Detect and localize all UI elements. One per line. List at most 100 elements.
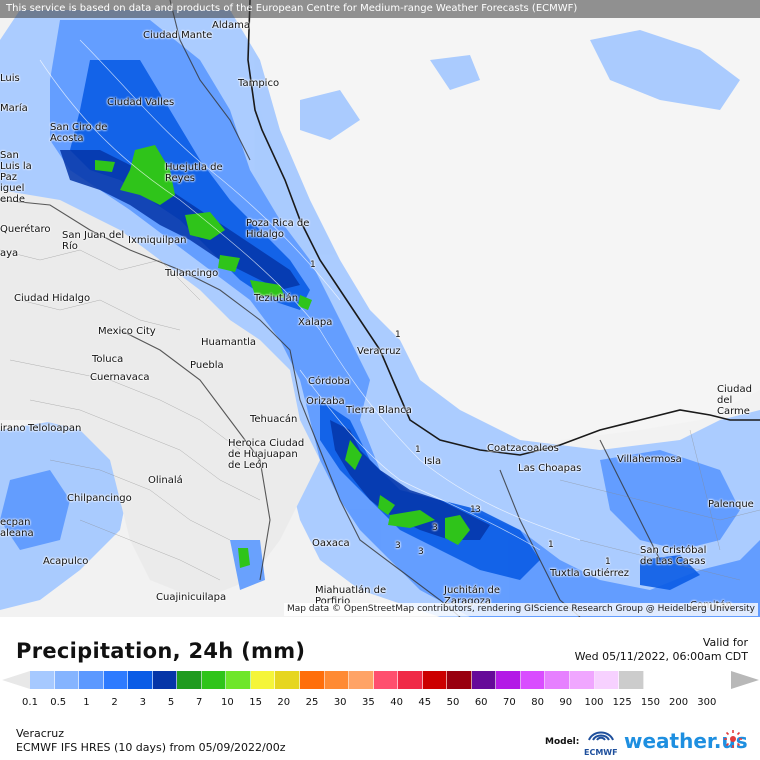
colorbar-tick-label: 5 — [167, 697, 175, 708]
colorbar-swatch — [30, 671, 55, 689]
colorbar-tick-label: 125 — [612, 697, 632, 708]
precip-layer-05 — [60, 150, 490, 540]
colorbar-swatch — [79, 671, 104, 689]
city-label-huamantla: Huamantla — [201, 337, 257, 348]
city-label-ciudad-mante: Ciudad Mante — [143, 30, 213, 41]
city-label-tecpan-de-galeana: ecpan aleana — [0, 517, 34, 539]
colorbar-tick-label: 70 — [503, 697, 516, 708]
dry-areas — [0, 190, 320, 600]
colorbar-swatch — [496, 671, 521, 689]
weather-us-logo-icon — [724, 730, 742, 748]
contour-label: 1 — [395, 330, 401, 340]
valid-for-label: Valid for — [702, 636, 748, 649]
legend-title: Precipitation, 24h (mm) — [16, 639, 306, 663]
coastline — [247, 0, 760, 456]
colorbar-tick-label: 2 — [111, 697, 118, 708]
city-label-oaxaca: Oaxaca — [312, 538, 350, 549]
precipitation-colorbar — [30, 671, 644, 689]
colorbar-tick-label: 50 — [446, 697, 460, 708]
colorbar-swatch — [128, 671, 153, 689]
map-attribution[interactable]: Map data © OpenStreetMap contributors, r… — [284, 603, 758, 616]
colorbar-tick-label: 35 — [362, 697, 375, 708]
municipal-borders — [0, 249, 760, 581]
city-label-celaya: aya — [0, 248, 19, 259]
colorbar-swatch — [201, 671, 227, 689]
colorbar-swatch — [594, 671, 620, 689]
model-run-info: ECMWF IFS HRES (10 days) from 05/09/2022… — [16, 741, 286, 754]
contour-label: 3 — [395, 541, 401, 551]
colorbar-swatch — [373, 671, 399, 689]
contour-label: 1 — [415, 445, 421, 455]
city-label-altamirano: irano — [0, 423, 26, 434]
colorbar-tick-label: 90 — [559, 697, 573, 708]
city-label-miguel-allende: iguel ende — [0, 183, 25, 205]
precip-layer-07 — [95, 145, 470, 568]
colorbar-swatch — [471, 671, 497, 689]
city-label-orizaba: Orizaba — [306, 396, 345, 407]
colorbar-tick-label: 7 — [196, 697, 203, 708]
city-label-mexico-city: Mexico City — [98, 326, 156, 337]
ecmwf-logo-text: ECMWF — [584, 748, 618, 757]
city-label-san-juan-del-rio: San Juan del Río — [62, 230, 125, 252]
city-label-veracruz: Veracruz — [357, 346, 401, 357]
city-label-ciudad-del-carmen: Ciudad del Carme — [717, 384, 752, 417]
city-label-las-choapas: Las Choapas — [518, 463, 582, 474]
colorbar-tick-label: 1 — [83, 697, 90, 708]
colorbar-swatch — [226, 671, 251, 689]
colorbar-swatch — [619, 671, 644, 689]
city-label-olinala: Olinalá — [148, 475, 183, 486]
precipitation-map[interactable]: This service is based on data and produc… — [0, 0, 760, 617]
city-label-poza-rica-de-hidalgo: Poza Rica de Hidalgo — [246, 218, 310, 240]
city-label-teloloapan: Teloloapan — [28, 423, 82, 434]
legend-high-arrow — [731, 671, 759, 689]
model-label: Model: — [545, 737, 580, 747]
city-label-huejutla-de-reyes: Huejutla de Reyes — [165, 162, 223, 184]
city-label-cuernavaca: Cuernavaca — [90, 372, 150, 383]
colorbar-tick-label: 20 — [277, 697, 291, 708]
colorbar-tick-label: 200 — [669, 697, 689, 708]
colorbar-tick-label: 40 — [390, 697, 403, 708]
colorbar-tick-label: 150 — [640, 697, 660, 708]
colorbar-tick-label: 100 — [584, 697, 604, 708]
city-label-heroica-ciudad-de-huajuapan-de-leon: Heroica Ciudad de Huajuapan de León — [228, 438, 305, 471]
colorbar-tick-label: 10 — [221, 697, 234, 708]
colorbar-tick-label: 60 — [474, 697, 488, 708]
contour-label: 1 — [548, 540, 554, 550]
city-label-ciudad-valles: Ciudad Valles — [107, 97, 175, 108]
city-label-aldama: Aldama — [212, 20, 250, 31]
colorbar-swatch — [152, 671, 178, 689]
colorbar-swatch — [103, 671, 129, 689]
city-label-cuajinicuilapa: Cuajinicuilapa — [156, 592, 227, 603]
colorbar-tick-label: 3 — [139, 697, 146, 708]
colorbar-swatch — [300, 671, 325, 689]
city-label-san-luis-de-la-paz: San Luis la Paz — [0, 150, 32, 183]
colorbar-tick-label: 15 — [249, 697, 262, 708]
colorbar-tick-label: 0.5 — [50, 697, 67, 708]
city-label-tampico: Tampico — [238, 78, 280, 89]
colorbar-swatch — [447, 671, 472, 689]
city-label-cordoba: Córdoba — [308, 376, 350, 387]
city-label-chilpancingo: Chilpancingo — [67, 493, 132, 504]
colorbar-tick-label: 80 — [531, 697, 544, 708]
colorbar-tick-label: 25 — [305, 697, 319, 708]
city-label-villahermosa: Villahermosa — [617, 454, 682, 465]
location-name: Veracruz — [16, 727, 65, 740]
colorbar-tick-label: 300 — [697, 697, 717, 708]
colorbar-swatch — [250, 671, 276, 689]
city-label-tehuacan: Tehuacán — [250, 414, 298, 425]
map-attribution-text: Map data © OpenStreetMap contributors, r… — [287, 604, 755, 614]
city-label-ciudad-hidalgo: Ciudad Hidalgo — [14, 293, 91, 304]
city-label-coatzacoalcos: Coatzacoalcos — [487, 443, 559, 454]
city-label-maria: María — [0, 103, 28, 114]
city-label-teziutlan: Teziutlán — [254, 293, 299, 304]
city-label-isla: Isla — [424, 456, 442, 467]
city-label-tulancingo: Tulancingo — [165, 268, 219, 279]
city-label-queretaro: Querétaro — [0, 224, 51, 235]
colorbar-tick-label: 30 — [333, 697, 347, 708]
colorbar-swatch — [177, 671, 202, 689]
city-label-luis-moya: Luis — [0, 73, 20, 84]
ecmwf-logo-icon[interactable] — [583, 726, 619, 756]
map-canvas — [0, 0, 760, 617]
city-label-puebla: Puebla — [190, 360, 224, 371]
colorbar-swatch — [520, 671, 546, 689]
